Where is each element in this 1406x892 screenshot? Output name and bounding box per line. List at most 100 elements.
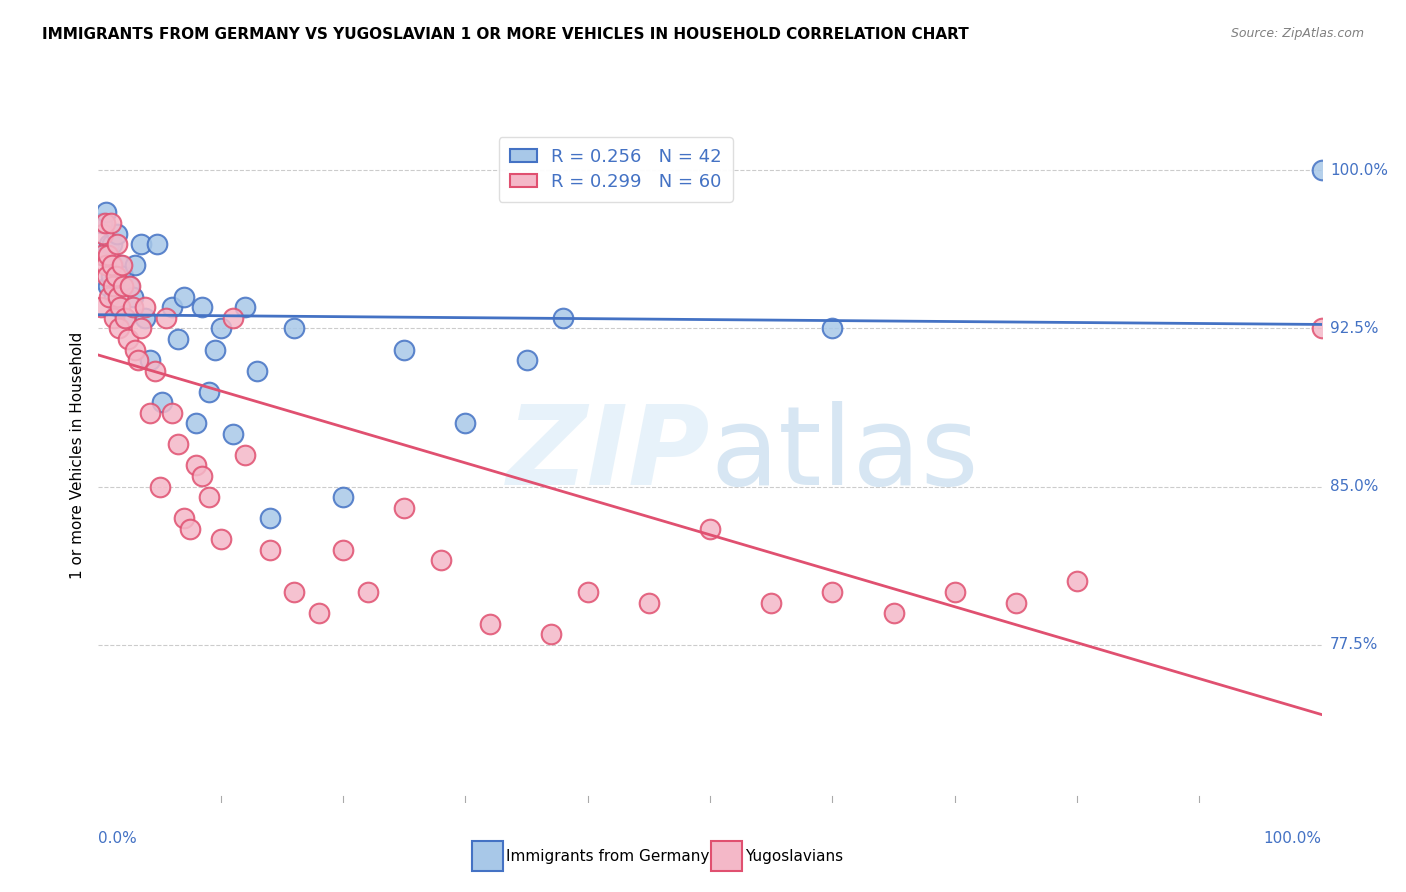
Text: 0.0%: 0.0% [98,830,138,846]
Point [124,343,146,357]
Point [107,301,129,315]
Point [98,237,121,252]
Point [186,417,208,431]
Point [94,258,117,272]
Text: Immigrants from Germany: Immigrants from Germany [506,849,710,863]
Point [149,479,172,493]
Point [197,384,219,399]
Point [104,268,127,283]
Point [167,332,190,346]
Point [246,363,269,377]
Point [191,301,214,315]
Point [108,321,131,335]
Point [515,353,537,368]
Point [129,237,152,252]
Point [110,301,132,315]
Point [167,437,190,451]
Point [821,321,844,335]
Point [97,279,120,293]
Point [209,533,232,547]
Point [540,627,562,641]
Point [100,216,122,230]
Point [101,258,124,272]
Point [111,268,134,283]
Point [124,258,146,272]
Point [1310,163,1333,178]
Point [332,542,354,557]
Legend: R = 0.256   N = 42, R = 0.299   N = 60: R = 0.256 N = 42, R = 0.299 N = 60 [499,137,733,202]
Point [155,310,177,325]
Point [356,585,378,599]
Point [553,310,575,325]
Point [100,268,122,283]
Point [233,301,256,315]
Point [179,522,201,536]
Point [454,417,477,431]
Point [103,310,125,325]
Point [134,301,156,315]
Text: Source: ZipAtlas.com: Source: ZipAtlas.com [1230,27,1364,40]
Point [222,426,245,441]
Point [883,606,905,620]
Point [478,616,501,631]
Point [150,395,173,409]
Point [821,585,844,599]
Point [283,321,305,335]
Point [101,279,124,293]
Point [127,353,149,368]
Point [107,290,129,304]
Point [114,310,136,325]
Point [121,290,143,304]
Point [96,268,118,283]
Point [111,279,134,293]
Point [392,500,416,515]
Text: 100.0%: 100.0% [1330,163,1388,178]
Text: Yugoslavians: Yugoslavians [745,849,844,863]
Point [103,290,125,304]
Point [204,343,226,357]
Point [637,595,661,609]
Text: ZIP: ZIP [506,401,710,508]
Point [90,301,112,315]
Point [121,301,143,315]
Point [1066,574,1088,589]
Point [110,258,132,272]
Point [576,585,599,599]
Point [143,363,166,377]
Point [101,237,124,252]
Point [943,585,966,599]
Point [105,227,128,241]
Point [1310,321,1333,335]
Point [392,343,416,357]
Point [114,310,136,325]
Point [91,227,114,241]
Point [93,247,115,261]
Point [761,595,783,609]
Text: IMMIGRANTS FROM GERMANY VS YUGOSLAVIAN 1 OR MORE VEHICLES IN HOUSEHOLD CORRELATI: IMMIGRANTS FROM GERMANY VS YUGOSLAVIAN 1… [42,27,969,42]
Point [111,258,134,272]
Point [98,290,121,304]
Point [160,301,183,315]
Point [139,353,162,368]
Point [105,237,128,252]
Point [259,511,281,525]
Point [173,290,195,304]
Point [209,321,232,335]
Point [191,469,214,483]
Point [283,585,305,599]
Point [94,205,117,219]
Point [91,247,114,261]
Text: 85.0%: 85.0% [1330,479,1378,494]
Text: 77.5%: 77.5% [1330,637,1378,652]
Point [699,522,721,536]
Point [197,490,219,504]
Point [332,490,354,504]
Y-axis label: 1 or more Vehicles in Household: 1 or more Vehicles in Household [69,331,84,579]
Point [101,258,124,272]
Text: atlas: atlas [710,401,979,508]
Point [129,321,152,335]
Point [120,279,142,293]
Point [139,406,162,420]
Point [173,511,195,525]
Point [233,448,256,462]
